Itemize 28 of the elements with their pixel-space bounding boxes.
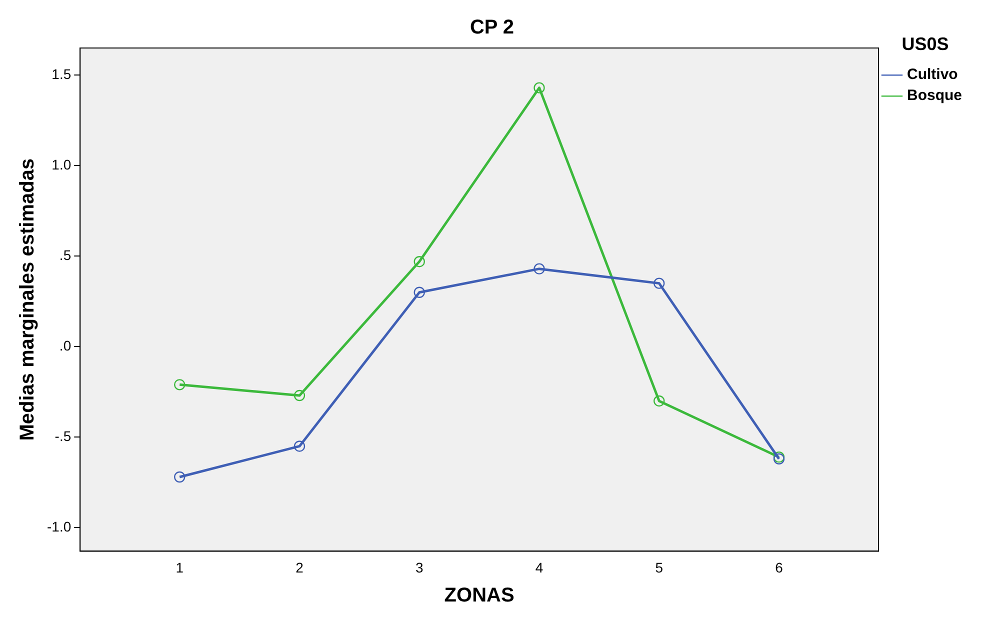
y-tick-label: 1.0 xyxy=(52,156,72,173)
point xyxy=(294,440,306,452)
x-tick-label: 3 xyxy=(415,559,424,576)
x-tick-label: 1 xyxy=(176,559,184,576)
point xyxy=(174,379,186,390)
x-tick-label: 6 xyxy=(775,559,784,576)
point xyxy=(534,82,545,94)
y-tick-label: -1.0 xyxy=(47,518,72,535)
x-axis-title: ZONAS xyxy=(444,584,514,607)
point xyxy=(414,256,425,268)
point xyxy=(174,471,186,483)
x-tick-label: 2 xyxy=(296,559,304,576)
y-tick-label: 1.5 xyxy=(52,66,72,82)
point xyxy=(294,390,306,402)
point xyxy=(654,278,665,289)
legend-label: Cultivo xyxy=(906,66,958,84)
point xyxy=(414,286,425,298)
point xyxy=(654,395,665,407)
chart-title: CP 2 xyxy=(470,16,514,39)
legend-title: US0S xyxy=(902,34,949,54)
y-tick-label: -.5 xyxy=(54,428,72,444)
point xyxy=(534,263,545,274)
x-tick-label: 4 xyxy=(535,559,544,576)
y-tick-label: .5 xyxy=(59,247,72,264)
x-tick-label: 5 xyxy=(655,559,664,576)
legend-label: Bosque xyxy=(906,87,962,104)
y-axis-title: Medias marginales estimadas xyxy=(16,158,39,441)
y-tick-label: .0 xyxy=(59,338,72,354)
